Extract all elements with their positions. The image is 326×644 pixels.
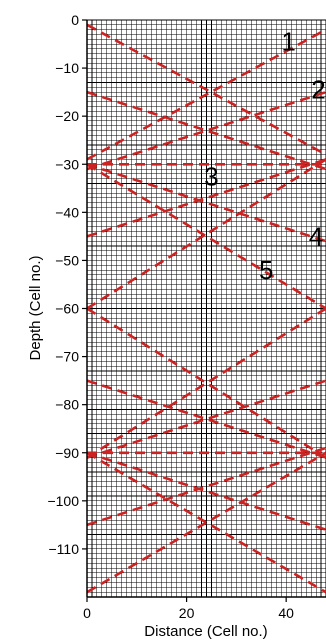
x-tick-label: 20 (179, 605, 195, 621)
ray-path-3 (87, 90, 326, 171)
ray-path-7 (87, 158, 326, 238)
y-tick-label: −90 (55, 445, 79, 461)
ray-path-18 (87, 451, 326, 594)
y-tick-label: −100 (47, 493, 79, 509)
y-tick-label: −110 (49, 541, 80, 557)
ray-label-3: 3 (204, 161, 218, 191)
y-tick-label: 0 (71, 12, 79, 28)
y-tick-label: −40 (55, 204, 79, 220)
ray-path-1 (87, 23, 326, 156)
x-tick-labels: 0 20 40 (83, 597, 294, 621)
ray-path-2 (87, 28, 326, 161)
ray-path-4 (87, 90, 326, 171)
y-tick-label: −50 (55, 252, 79, 268)
ray-path-13 (87, 379, 326, 459)
y-tick-labels: 0 −10 −20 −30 −40 −50 −60 −70 −80 −90 −100 −110 (47, 12, 87, 557)
y-tick-label: −20 (55, 108, 79, 124)
y-tick-label: −80 (55, 397, 79, 413)
ray-label-1: 1 (281, 27, 295, 57)
ray-path-17 (87, 451, 326, 594)
y-axis-title: Depth (Cell no.) (27, 255, 44, 360)
ray-path-6 (87, 163, 326, 243)
ray-path-12 (87, 379, 326, 459)
ray-number-labels: 12 3 4 5 (204, 27, 326, 285)
y-tick-label: −60 (55, 301, 79, 317)
ray-path-15 (87, 451, 326, 531)
ray-label-4: 4 (309, 221, 323, 251)
y-tick-label: −10 (55, 60, 79, 76)
y-tick-label: −70 (55, 349, 79, 365)
x-axis-title: Distance (Cell no.) (144, 623, 267, 640)
cell-grid (86, 19, 326, 598)
ray-label-5: 5 (259, 255, 273, 285)
y-tick-label: −30 (55, 156, 79, 172)
ray-path-8 (87, 163, 326, 310)
x-tick-label: 40 (278, 605, 294, 621)
grid-lines (86, 19, 326, 598)
ray-paths (87, 23, 326, 594)
ray-label-2: 2 (311, 75, 325, 105)
ray-path-16 (87, 446, 326, 527)
x-tick-label: 0 (83, 605, 91, 621)
